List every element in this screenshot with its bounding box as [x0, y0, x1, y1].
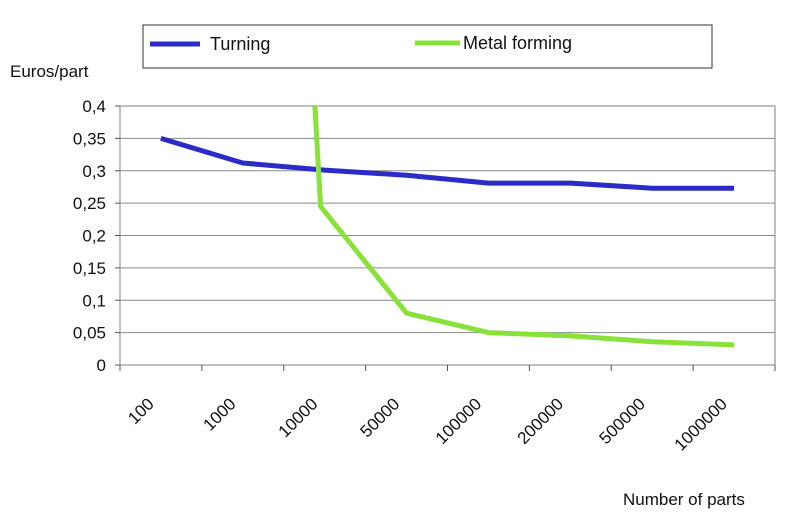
legend-box	[142, 24, 713, 69]
y-tick-label: 0,1	[82, 291, 106, 310]
y-tick-label: 0,4	[82, 97, 106, 116]
legend: Turning Metal forming	[142, 24, 713, 69]
x-tick-label: 1000	[199, 394, 239, 434]
x-tick-label: 100000	[432, 394, 486, 448]
x-tick-label: 50000	[357, 394, 404, 441]
y-tick-label: 0,2	[82, 227, 106, 246]
y-axis-ticks: 0 0,05 0,1 0,15 0,2 0,25 0,3 0,35 0,4	[73, 97, 120, 375]
y-axis-title: Euros/part	[10, 62, 89, 81]
legend-label-metal-forming: Metal forming	[463, 33, 572, 53]
series-line-metal-forming	[312, 105, 735, 348]
y-tick-label: 0,05	[73, 324, 106, 343]
y-tick-label: 0,3	[82, 162, 106, 181]
x-tick-label: 200000	[514, 394, 568, 448]
x-tick-label: 10000	[275, 394, 322, 441]
series-line-turning	[160, 136, 735, 191]
x-tick-label: 1000000	[671, 394, 731, 454]
y-tick-label: 0,35	[73, 129, 106, 148]
legend-label-turning: Turning	[210, 34, 270, 54]
x-axis-title: Number of parts	[623, 490, 745, 509]
y-tick-label: 0,25	[73, 194, 106, 213]
gridlines	[120, 137, 775, 334]
x-tick-label: 100	[124, 394, 157, 427]
y-tick-label: 0	[97, 356, 106, 375]
y-tick-label: 0,15	[73, 259, 106, 278]
series-lines	[160, 105, 735, 348]
x-tick-label: 500000	[595, 394, 649, 448]
x-axis-ticks: 100 1000 10000 50000 100000 200000 500000 10000…	[119, 365, 776, 455]
